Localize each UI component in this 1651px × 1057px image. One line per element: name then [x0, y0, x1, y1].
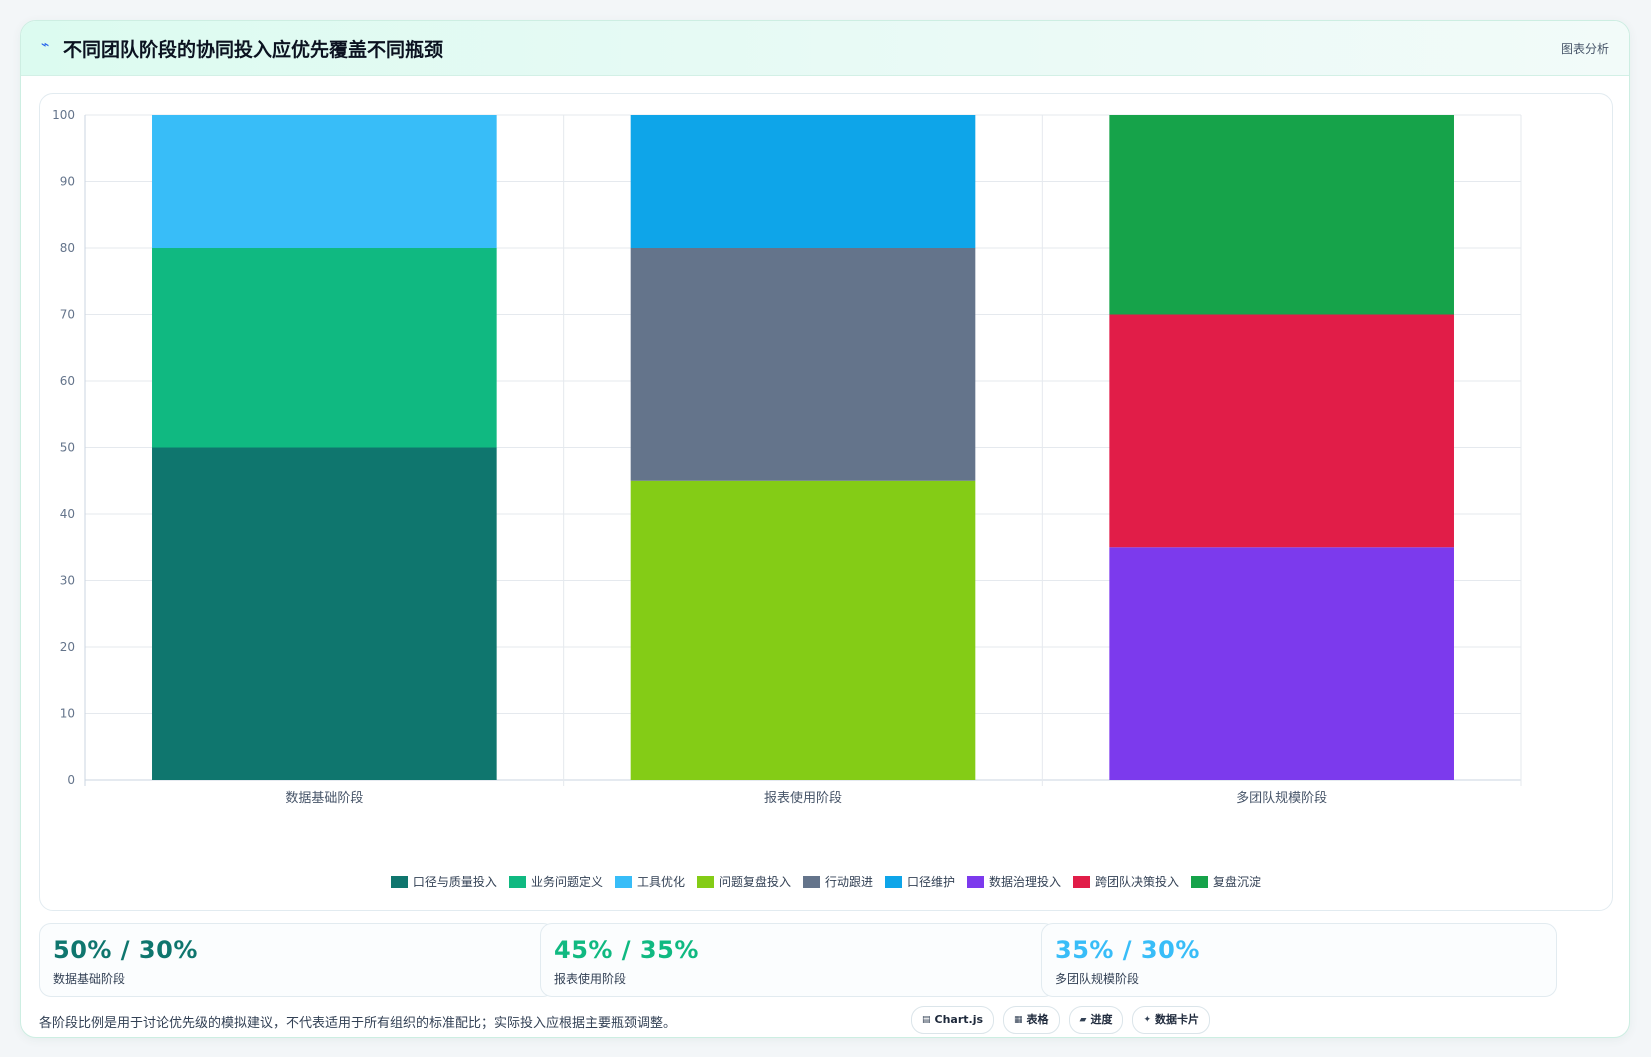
- y-tick-label: 10: [60, 707, 75, 721]
- bar-segment: [152, 248, 497, 448]
- stat-card-3: 35% / 30% 多团队规模阶段: [1041, 923, 1557, 997]
- legend-swatch: [1191, 875, 1209, 888]
- bar-segment: [152, 115, 497, 248]
- legend-label: 工具优化: [636, 875, 685, 889]
- chip-label: 进度: [1090, 1013, 1113, 1026]
- legend-swatch: [390, 875, 408, 888]
- stat-card-2: 45% / 35% 报表使用阶段: [540, 923, 1056, 997]
- legend-label: 口径与质量投入: [412, 875, 497, 889]
- legend-swatch: [508, 875, 526, 888]
- card-header: ⌁ 不同团队阶段的协同投入应优先覆盖不同瓶颈 图表分析: [21, 21, 1629, 76]
- x-tick-label: 多团队规模阶段: [1236, 790, 1327, 806]
- y-tick-label: 20: [60, 640, 75, 654]
- x-tick-label: 报表使用阶段: [764, 790, 842, 806]
- chip-table[interactable]: ▦ 表格: [1003, 1006, 1060, 1034]
- chip-chartjs[interactable]: ▤ Chart.js: [911, 1006, 995, 1034]
- chart-card: ⌁ 不同团队阶段的协同投入应优先覆盖不同瓶颈 图表分析 0 10 20 30 40 50 6…: [20, 20, 1630, 1038]
- legend-label: 数据治理投入: [989, 875, 1062, 889]
- legend-swatch: [1073, 875, 1091, 888]
- chip-progress[interactable]: ▰ 进度: [1068, 1006, 1124, 1034]
- x-tick-label: 数据基础阶段: [285, 791, 363, 806]
- pin-icon: ⌁: [41, 37, 50, 53]
- stat-value-2: 45% / 35%: [554, 936, 699, 964]
- stat-value-1: 50% / 30%: [53, 936, 198, 964]
- stat-label-2: 报表使用阶段: [554, 972, 627, 986]
- page-title: 不同团队阶段的协同投入应优先覆盖不同瓶颈: [63, 39, 444, 61]
- legend-swatch: [696, 875, 714, 888]
- legend-label: 口径维护: [907, 875, 956, 889]
- y-tick-label: 70: [60, 308, 75, 322]
- chip-data-card[interactable]: ✦ 数据卡片: [1132, 1006, 1211, 1034]
- legend-item[interactable]: 行动跟进: [802, 873, 873, 890]
- y-tick-label: 50: [60, 441, 75, 455]
- stat-value-3: 35% / 30%: [1055, 936, 1200, 964]
- legend-label: 行动跟进: [824, 875, 873, 889]
- legend-item[interactable]: 工具优化: [614, 873, 685, 890]
- legend-item[interactable]: 问题复盘投入: [696, 873, 791, 890]
- header-tag: 图表分析: [1560, 42, 1609, 56]
- sparkle-icon: ✦: [1143, 1015, 1152, 1025]
- legend-item[interactable]: 数据治理投入: [967, 873, 1061, 890]
- stat-card-1: 50% / 30% 数据基础阶段: [39, 923, 555, 997]
- legend-item[interactable]: 口径维护: [885, 873, 955, 890]
- bar-segment: [630, 248, 976, 481]
- y-tick-label: 30: [60, 574, 75, 588]
- footnote: 各阶段比例是用于讨论优先级的模拟建议，不代表适用于所有组织的标准配比；实际投入应…: [39, 1016, 677, 1031]
- y-tick-label: 80: [60, 241, 75, 255]
- chip-label: Chart.js: [934, 1013, 984, 1026]
- bar-segment: [630, 115, 976, 248]
- stat-label-3: 多团队规模阶段: [1055, 972, 1140, 986]
- legend-label: 问题复盘投入: [718, 875, 791, 889]
- chart-panel: 0 10 20 30 40 50 60 70 80 90 100 数据基础阶段 报表使用阶段 多团队规模阶…: [39, 93, 1613, 911]
- legend-label: 复盘沉淀: [1213, 875, 1262, 889]
- legend-swatch: [614, 875, 632, 888]
- legend-swatch: [885, 875, 902, 888]
- stacked-bar-chart: 0 10 20 30 40 50 60 70 80 90 100 数据基础阶段 报表使用阶段 多团队规模阶…: [52, 108, 1522, 806]
- stat-label-1: 数据基础阶段: [53, 972, 126, 986]
- y-tick-label: 40: [60, 507, 75, 521]
- y-tick-label: 0: [67, 773, 75, 787]
- legend-item[interactable]: 复盘沉淀: [1191, 873, 1261, 890]
- legend-item[interactable]: 业务问题定义: [508, 873, 603, 890]
- bar-segment: [1109, 115, 1454, 315]
- table-icon: ▦: [1014, 1015, 1023, 1025]
- progress-icon: ▰: [1079, 1015, 1087, 1025]
- y-tick-label: 60: [60, 374, 75, 388]
- chip-label: 数据卡片: [1155, 1013, 1200, 1026]
- chip-group: ▤ Chart.js ▦ 表格 ▰ 进度 ✦ 数据卡片: [911, 1006, 1211, 1034]
- legend-label: 跨团队决策投入: [1095, 875, 1180, 889]
- chart-icon: ▤: [922, 1015, 931, 1025]
- bar-segment: [152, 447, 497, 780]
- legend-item[interactable]: 口径与质量投入: [390, 873, 497, 890]
- bar-segment: [630, 480, 976, 780]
- y-tick-label: 100: [52, 108, 75, 122]
- stats-row: 50% / 30% 数据基础阶段 45% / 35% 报表使用阶段 35% / …: [39, 923, 1611, 997]
- chart-legend: 口径与质量投入 业务问题定义 工具优化 问题复盘投入 行动跟进 口径维护 数据治理投入 跨团队…: [40, 873, 1612, 890]
- chip-label: 表格: [1026, 1013, 1049, 1026]
- y-tick-label: 90: [60, 175, 75, 189]
- legend-label: 业务问题定义: [530, 875, 603, 889]
- legend-swatch: [967, 875, 985, 888]
- bar-segment: [1109, 547, 1454, 780]
- legend-item[interactable]: 跨团队决策投入: [1073, 873, 1179, 890]
- legend-swatch: [802, 875, 820, 888]
- bar-segment: [1109, 314, 1454, 548]
